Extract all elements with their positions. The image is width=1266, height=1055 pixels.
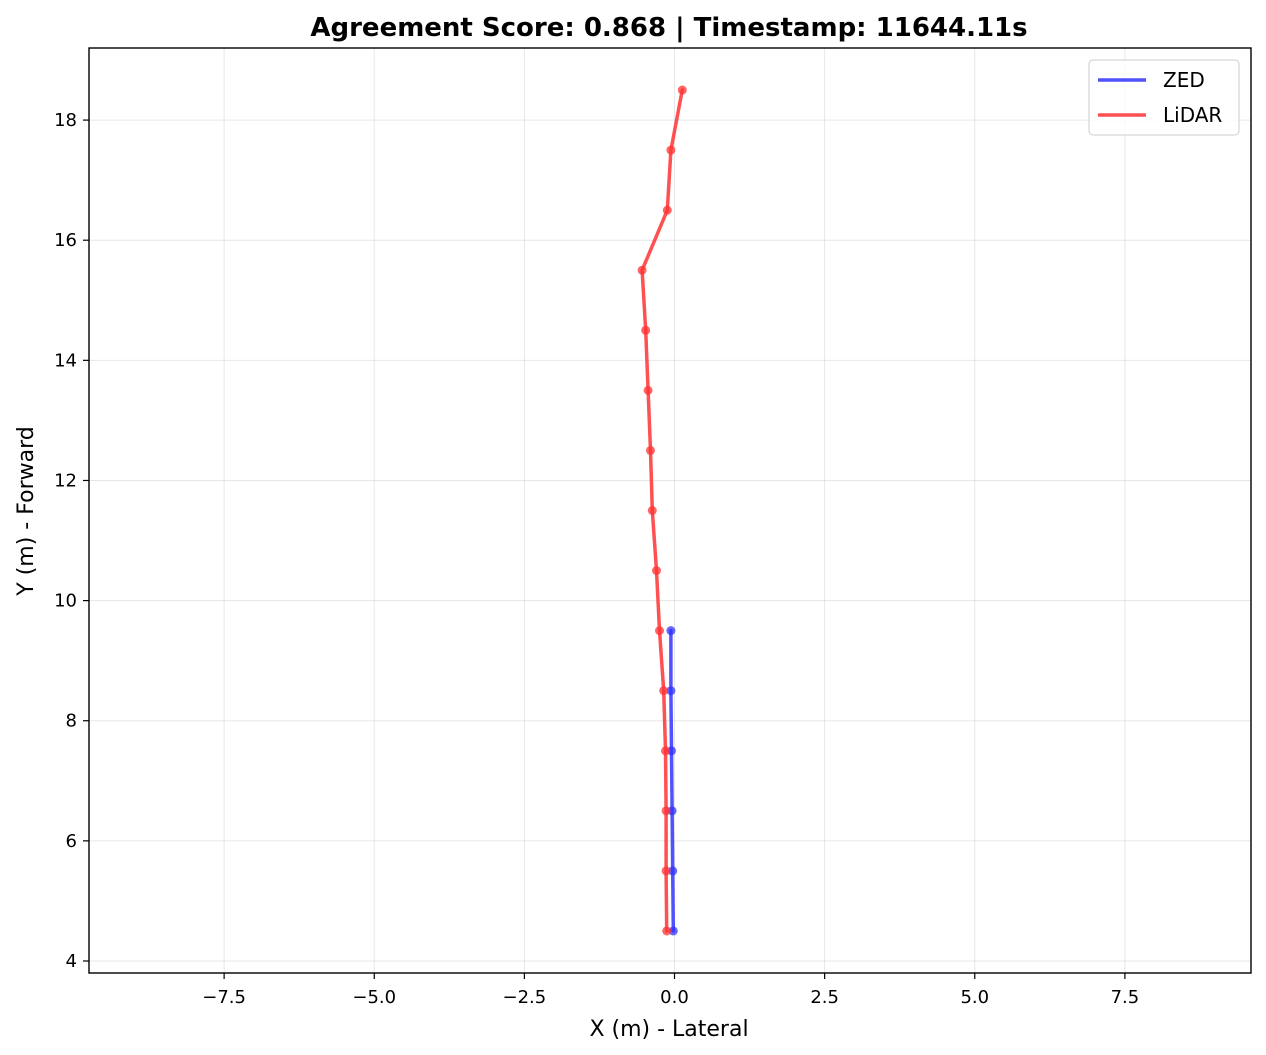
y-tick-label: 8: [66, 711, 77, 732]
x-tick-label: 0.0: [660, 987, 689, 1008]
x-tick-label: −2.5: [503, 987, 547, 1008]
lidar-data-point: [661, 806, 671, 816]
y-tick-label: 18: [54, 110, 77, 131]
lidar-data-point: [660, 746, 670, 756]
zed-data-point: [668, 866, 678, 876]
y-tick-label: 10: [54, 591, 77, 612]
legend: ZED LiDAR: [1088, 59, 1240, 136]
lidar-data-point: [661, 866, 671, 876]
lidar-data-point: [659, 686, 669, 696]
lidar-data-point: [662, 926, 672, 936]
lidar-data-point: [637, 265, 647, 275]
axis-ticks: −7.5 −5.0 −2.5 0.0 2.5 5.0 7.5 4 6 8 10 12 14 16 18: [54, 110, 1139, 1008]
x-tick-label: 5.0: [960, 987, 989, 1008]
lidar-data-point: [647, 506, 657, 515]
lidar-data-point: [662, 205, 672, 215]
lidar-data-point: [645, 445, 655, 455]
lidar-data-point: [666, 145, 676, 155]
zed-series-line: [669, 628, 676, 933]
lidar-data-point: [651, 566, 661, 576]
zed-data-point: [668, 926, 678, 936]
lidar-data-point: [677, 85, 687, 95]
grid: [89, 48, 1251, 973]
y-tick-label: 6: [66, 831, 77, 852]
x-tick-label: 2.5: [810, 987, 839, 1008]
plot-frame: [88, 47, 1252, 974]
x-tick-label: 7.5: [1111, 987, 1140, 1008]
plot-series: [637, 85, 687, 936]
y-tick-label: 4: [66, 951, 77, 972]
lidar-data-point: [641, 325, 651, 335]
y-axis-label: Y (m) - Forward: [14, 426, 39, 596]
y-tick-label: 14: [54, 350, 77, 371]
x-tick-label: −7.5: [202, 987, 246, 1008]
x-axis-label: X (m) - Lateral: [589, 1017, 748, 1042]
y-tick-label: 12: [54, 470, 77, 491]
lidar-data-point: [654, 626, 664, 636]
lidar-data-point: [643, 385, 653, 395]
lidar-legend-label: LiDAR: [1163, 103, 1222, 127]
chart-title: Agreement Score: 0.868 | Timestamp: 1164…: [310, 13, 1027, 43]
zed-data-point: [666, 686, 676, 696]
zed-legend-label: ZED: [1163, 68, 1205, 92]
y-tick-label: 16: [54, 230, 77, 251]
zed-data-point: [666, 626, 676, 636]
x-tick-label: −5.0: [352, 987, 396, 1008]
